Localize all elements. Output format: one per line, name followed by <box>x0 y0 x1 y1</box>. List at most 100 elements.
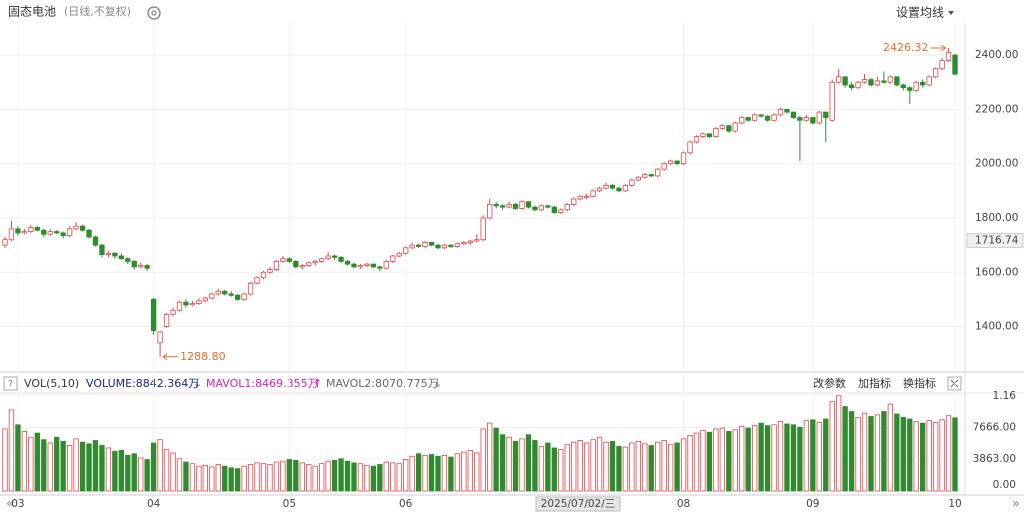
candle-body <box>564 204 570 211</box>
x-tick-label: 05 <box>283 498 296 510</box>
candle-body <box>900 84 906 89</box>
volume-bar <box>215 464 221 492</box>
candle-body <box>15 228 21 234</box>
candle-body <box>28 227 34 232</box>
volume-bar <box>189 463 196 492</box>
candle-body <box>952 54 958 75</box>
candle-body <box>474 239 480 242</box>
volume-bar <box>131 453 137 492</box>
candle-body <box>428 242 435 246</box>
candle-body <box>596 187 603 192</box>
candle-body <box>700 133 706 137</box>
dropdown-arrow[interactable] <box>948 11 954 15</box>
volume-bar <box>823 418 829 492</box>
switch-indicator-button[interactable]: 换指标 <box>903 376 936 390</box>
candle-body <box>338 256 344 262</box>
candle-body <box>687 141 693 154</box>
x-tick-label: 09 <box>806 498 819 510</box>
volume-bar <box>448 456 454 492</box>
y-tick-label: 1400.00 <box>975 321 1018 333</box>
candle-body <box>403 247 409 254</box>
candle-body <box>176 301 183 311</box>
volume-bar <box>21 431 28 492</box>
volume-bar <box>293 459 299 492</box>
volume-bar <box>829 401 835 492</box>
candle-body <box>209 293 215 299</box>
volume-bar <box>842 406 848 492</box>
volume-bar <box>86 443 92 492</box>
scroll-right[interactable]: » <box>1012 497 1020 512</box>
arrow-down: ↓ <box>433 377 442 390</box>
candle-body <box>609 185 616 189</box>
volume-tick-label: 3863.00 <box>973 453 1016 465</box>
candle-body <box>215 290 221 295</box>
candle-body <box>280 258 286 262</box>
volume-bar <box>609 440 616 492</box>
volume-bar <box>396 463 402 492</box>
candle-body <box>105 252 112 256</box>
candle-body <box>241 293 247 300</box>
volume-bar <box>454 453 461 492</box>
volume-bar <box>512 440 519 492</box>
candle-body <box>448 244 454 247</box>
mavol1-value: MAVOL1:8469.355万 <box>206 377 319 390</box>
volume-bar <box>642 443 648 492</box>
candle-body <box>848 84 855 89</box>
candle-body <box>616 187 622 192</box>
volume-bar <box>474 452 480 492</box>
volume-bar <box>163 449 170 492</box>
help-button[interactable] <box>3 376 18 391</box>
volume-bar <box>357 463 364 492</box>
volume-bar <box>34 432 40 492</box>
candle-body <box>603 185 609 189</box>
candle-body <box>189 303 196 306</box>
volume-bar <box>732 429 738 492</box>
candle-body <box>86 229 92 238</box>
volume-bar <box>848 411 855 492</box>
high-label: 2426.32 <box>883 41 929 54</box>
candle-body <box>855 81 861 89</box>
scroll-left[interactable]: « <box>6 497 14 512</box>
volume-bar <box>319 463 325 492</box>
volume-bar <box>222 465 228 492</box>
candle-body <box>41 229 47 235</box>
volume-bar <box>887 403 894 492</box>
candle-body <box>299 265 305 268</box>
candle-body <box>319 258 325 262</box>
candle-body <box>571 198 577 205</box>
candle-body <box>525 201 532 208</box>
add-indicator-button[interactable]: 加指标 <box>858 376 891 390</box>
candle-body <box>325 255 331 260</box>
volume-bar <box>325 460 331 492</box>
candle-body <box>21 231 28 234</box>
volume-bar <box>790 424 797 492</box>
volume-bar <box>622 446 629 492</box>
candle-body <box>519 201 525 209</box>
candle-body <box>913 81 919 91</box>
volume-bar <box>170 452 176 492</box>
volume-bar <box>60 440 66 492</box>
candle-body <box>183 301 189 306</box>
volume-bar <box>467 450 473 492</box>
volume-bar <box>577 440 583 492</box>
volume-bar <box>680 438 687 492</box>
arrow-up: ↑ <box>313 377 322 390</box>
x-tick-label: 04 <box>147 498 161 510</box>
volume-bar <box>751 425 758 492</box>
volume-tick-label: 0.00 <box>993 479 1016 491</box>
candle-body <box>357 265 364 268</box>
help-icon: ? <box>8 380 13 390</box>
volume-bar <box>719 427 726 492</box>
candle-body <box>842 76 848 86</box>
volume-bar <box>28 436 34 492</box>
candle-body <box>493 204 499 207</box>
volume-bar <box>286 459 293 492</box>
volume-bar <box>758 422 764 492</box>
volume-bar <box>422 455 428 492</box>
volume-bar <box>952 417 958 492</box>
settings-icon[interactable] <box>147 6 161 20</box>
ma-settings-button[interactable]: 设置均线 <box>896 6 944 20</box>
volume-bar <box>176 458 183 492</box>
volume-bar <box>487 422 493 492</box>
edit-params-button[interactable]: 改参数 <box>813 376 846 390</box>
